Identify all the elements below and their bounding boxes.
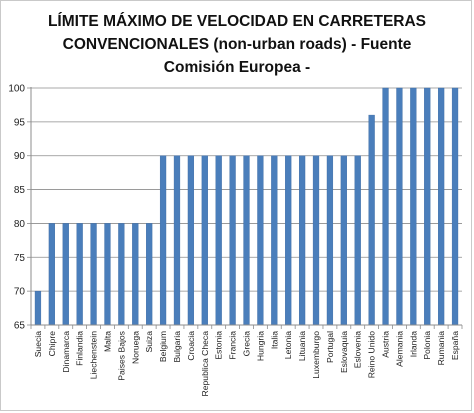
x-tick-label: Finlandia	[75, 331, 85, 366]
bar-paises-bajos	[118, 223, 125, 326]
x-tick-label: Lituania	[297, 331, 307, 361]
bar-grecia	[243, 155, 250, 326]
x-tick-label: Chipre	[47, 331, 57, 357]
chart-title-line-3: Comisión Europea -	[163, 59, 311, 76]
x-tick-label: Grecia	[242, 331, 252, 357]
x-tick-label: Eslovaquia	[339, 331, 349, 373]
bar-luxemburgo	[312, 155, 320, 326]
y-tick-label: 95	[14, 117, 26, 128]
x-tick-label: Estonia	[214, 331, 224, 360]
x-tick-label: Portugal	[325, 331, 335, 363]
bar-eslovenia	[354, 155, 361, 326]
bar-reino-unido	[368, 114, 375, 326]
x-tick-label: Suecia	[33, 331, 43, 357]
x-tick-label: Paises Bajos	[116, 331, 126, 381]
y-tick-label: 75	[14, 253, 26, 264]
bar-liechenstein	[90, 223, 97, 326]
x-tick-label: Belgium	[158, 331, 168, 362]
x-tick-label: Polonia	[422, 331, 432, 360]
y-tick-label: 100	[8, 84, 25, 95]
y-tick-label: 70	[14, 287, 26, 298]
bar-austria	[382, 87, 389, 326]
x-tick-label: Noruega	[130, 331, 140, 364]
bar-belgium	[159, 155, 167, 326]
x-tick-label: Letonia	[283, 331, 293, 359]
x-tick-label: Eslovenia	[353, 331, 363, 368]
x-tick-label: España	[450, 331, 460, 360]
x-tick-label: Dinamarca	[61, 331, 71, 373]
bar-portugal	[326, 155, 334, 326]
bar-rumania	[438, 87, 445, 326]
bar-letonia	[285, 155, 292, 326]
bar-eslovaquia	[340, 155, 347, 326]
bar-finlandia	[76, 223, 83, 326]
x-tick-label: Reino Unido	[367, 331, 377, 379]
bar-republica-checa	[201, 155, 208, 326]
bar-hungria	[257, 155, 264, 326]
bars	[34, 87, 459, 326]
bar-croacia	[187, 155, 195, 326]
x-tick-label: Liechenstein	[89, 331, 99, 379]
x-tick-label: Luxemburgo	[311, 331, 321, 379]
y-tick-label: 85	[14, 185, 26, 196]
bar-dinamarca	[62, 223, 69, 326]
x-tick-label: Francia	[228, 331, 238, 360]
x-tick-label: Bulgaria	[172, 331, 182, 363]
x-tick-label: Italia	[269, 331, 279, 349]
x-tick-label: Austria	[381, 331, 391, 358]
x-tick-label: Suiza	[144, 331, 154, 353]
bar-suecia	[34, 290, 42, 326]
bar-malta	[104, 223, 111, 326]
y-tick-label: 90	[14, 151, 26, 162]
bar-estonia	[215, 155, 222, 326]
axes	[27, 87, 463, 329]
bar-españa	[451, 87, 459, 326]
bar-italia	[271, 155, 278, 326]
chart-title: LÍMITE MÁXIMO DE VELOCIDAD EN CARRETERAS…	[0, 10, 474, 79]
bar-alemania	[396, 87, 403, 326]
chart-title-line-1: LÍMITE MÁXIMO DE VELOCIDAD EN CARRETERAS	[47, 13, 427, 30]
x-tick-label: Irlanda	[408, 331, 418, 357]
bar-bulgaria	[173, 155, 181, 326]
y-tick-labels: 65 70 75 80 85 90 95 100	[8, 84, 25, 332]
y-tick-label: 80	[14, 219, 26, 230]
bar-chipre	[48, 223, 55, 326]
bar-irlanda	[410, 87, 417, 326]
bar-polonia	[424, 87, 431, 326]
bar-francia	[229, 155, 236, 326]
x-tick-label: Alemania	[394, 331, 404, 367]
x-tick-label: Republica Checa	[200, 331, 210, 397]
x-tick-label: Hungria	[255, 331, 265, 361]
x-tick-label: Rumania	[436, 331, 446, 366]
bar-lituania	[298, 155, 306, 326]
x-tick-label: Malta	[102, 331, 112, 352]
bar-suiza	[146, 223, 153, 326]
chart-title-line-2: CONVENCIONALES (non-urban roads) - Fuent…	[62, 36, 412, 53]
y-tick-label: 65	[14, 321, 26, 332]
x-tick-label: Croacia	[186, 331, 196, 361]
bar-noruega	[132, 223, 139, 326]
x-tick-labels: Suecia Chipre Dinamarca Finlandia Liechenste…	[33, 331, 460, 397]
